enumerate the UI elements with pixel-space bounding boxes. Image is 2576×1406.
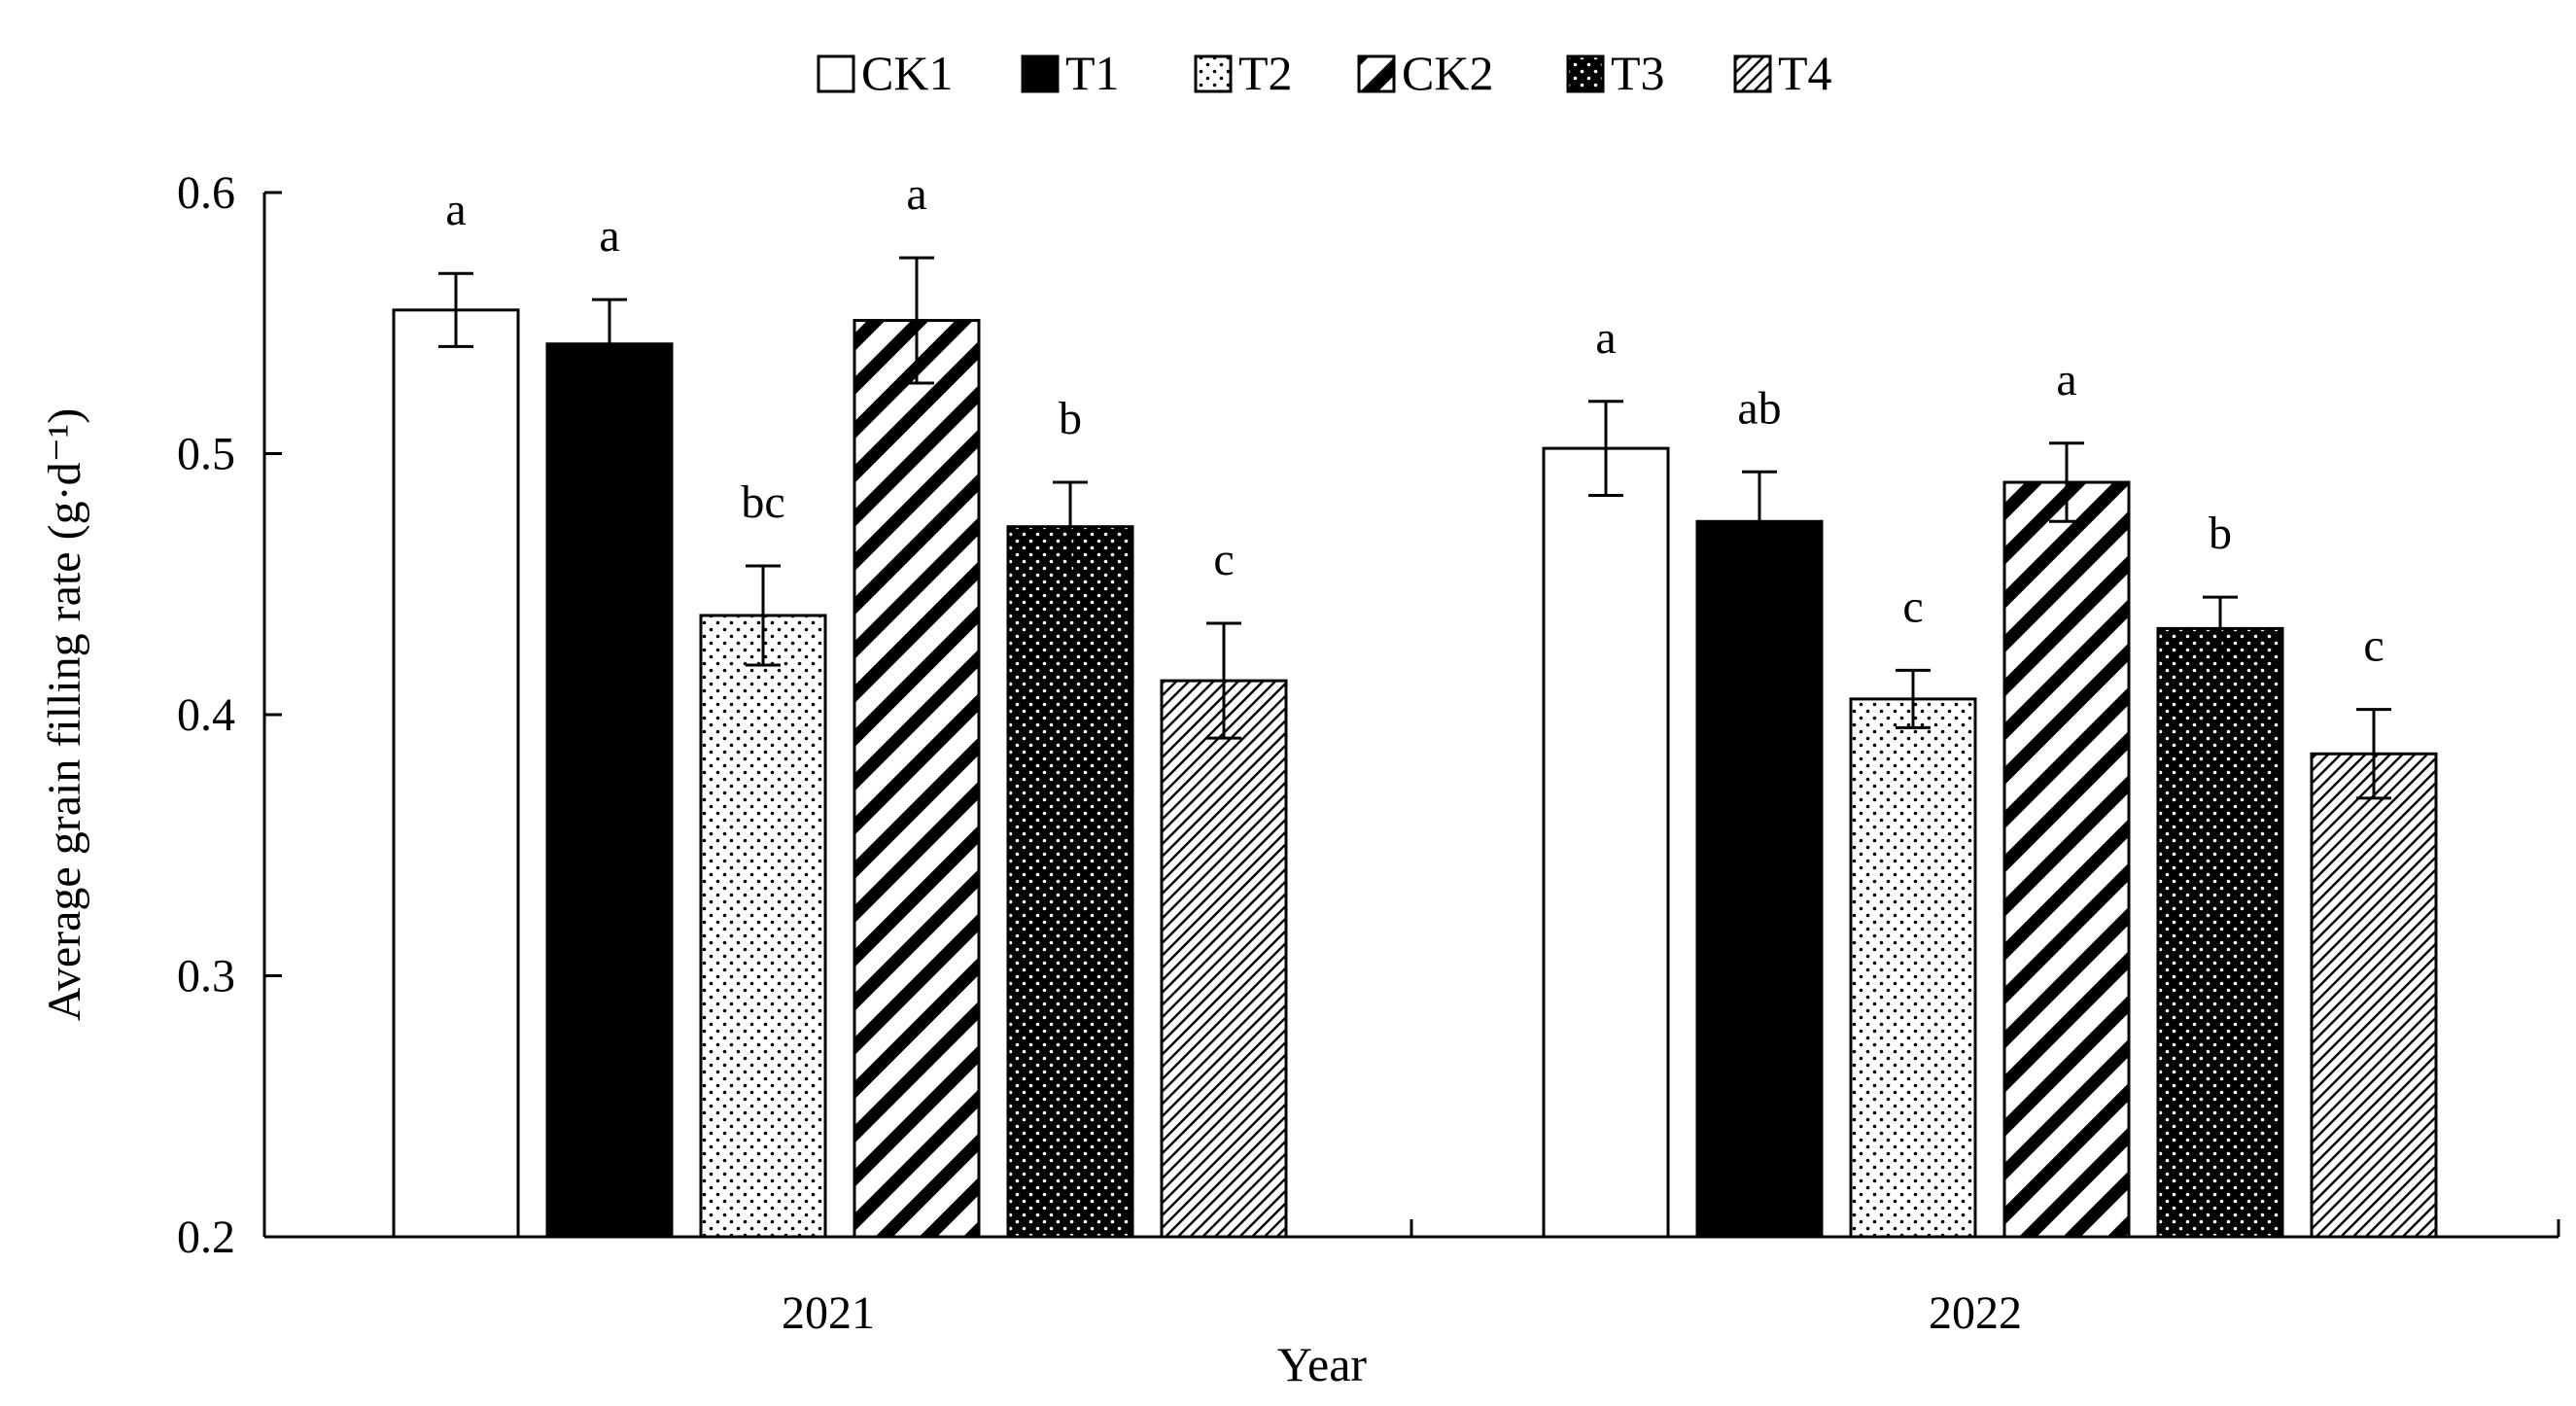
bar-t2-2022 xyxy=(1849,697,1977,1239)
bar-ck1-2021 xyxy=(392,308,520,1239)
x-tick-label: 2021 xyxy=(782,1287,875,1339)
significance-letter: b xyxy=(1059,393,1082,444)
legend: CK1 T1 T2 CK2 T3 T4 xyxy=(817,46,1832,100)
y-tick-label: 0.6 xyxy=(177,167,235,219)
bar-ck2-2022 xyxy=(2002,480,2131,1239)
legend-swatch-ck1 xyxy=(817,54,855,93)
bar-t3-2022 xyxy=(2156,626,2284,1239)
significance-letter: a xyxy=(906,168,926,220)
legend-swatch-t1 xyxy=(1021,54,1060,93)
significance-letter: c xyxy=(1213,534,1234,585)
significance-letter: a xyxy=(1595,312,1616,364)
bar-t2-2021 xyxy=(699,614,827,1239)
legend-swatch-ck2 xyxy=(1357,54,1396,93)
x-tick-label: 2022 xyxy=(1929,1287,2022,1339)
x-axis-label: Year xyxy=(1277,1337,1367,1391)
legend-label-t4: T4 xyxy=(1778,46,1832,100)
significance-letter: c xyxy=(2363,620,2384,672)
x-axis: 2021 2022 Year xyxy=(264,1219,2560,1391)
legend-label-ck2: CK2 xyxy=(1402,46,1493,100)
bar-t3-2021 xyxy=(1006,525,1134,1239)
bar-t4-2021 xyxy=(1160,679,1288,1239)
bar-t1-2021 xyxy=(545,342,674,1239)
y-axis-label: Average grain filling rate (g·d⁻¹) xyxy=(39,408,90,1022)
y-tick-label: 0.3 xyxy=(177,951,235,1002)
y-tick-label: 0.4 xyxy=(177,689,235,741)
legend-label-ck1: CK1 xyxy=(861,46,953,100)
legend-swatch-t3 xyxy=(1566,54,1605,93)
y-tick-label: 0.2 xyxy=(177,1212,235,1263)
bar-ck1-2022 xyxy=(1542,446,1670,1239)
legend-label-t3: T3 xyxy=(1611,46,1665,100)
legend-label-t2: T2 xyxy=(1238,46,1293,100)
bar-ck2-2021 xyxy=(853,319,981,1239)
bar-t1-2022 xyxy=(1695,519,1824,1239)
legend-label-t1: T1 xyxy=(1065,46,1120,100)
significance-letter: a xyxy=(599,210,619,262)
significance-letter: a xyxy=(445,184,466,235)
significance-letter: ab xyxy=(1737,382,1781,434)
significance-letter: b xyxy=(2209,508,2232,559)
y-tick-label: 0.5 xyxy=(177,429,235,480)
bar-t4-2022 xyxy=(2310,752,2438,1239)
y-axis: 0.2 0.3 0.4 0.5 0.6 Average grain filling ra… xyxy=(39,167,282,1263)
legend-swatch-t2 xyxy=(1194,54,1233,93)
legend-swatch-t4 xyxy=(1733,54,1772,93)
significance-letter: c xyxy=(1902,580,1923,632)
significance-letter: a xyxy=(2056,354,2076,405)
significance-letter: bc xyxy=(741,476,784,528)
